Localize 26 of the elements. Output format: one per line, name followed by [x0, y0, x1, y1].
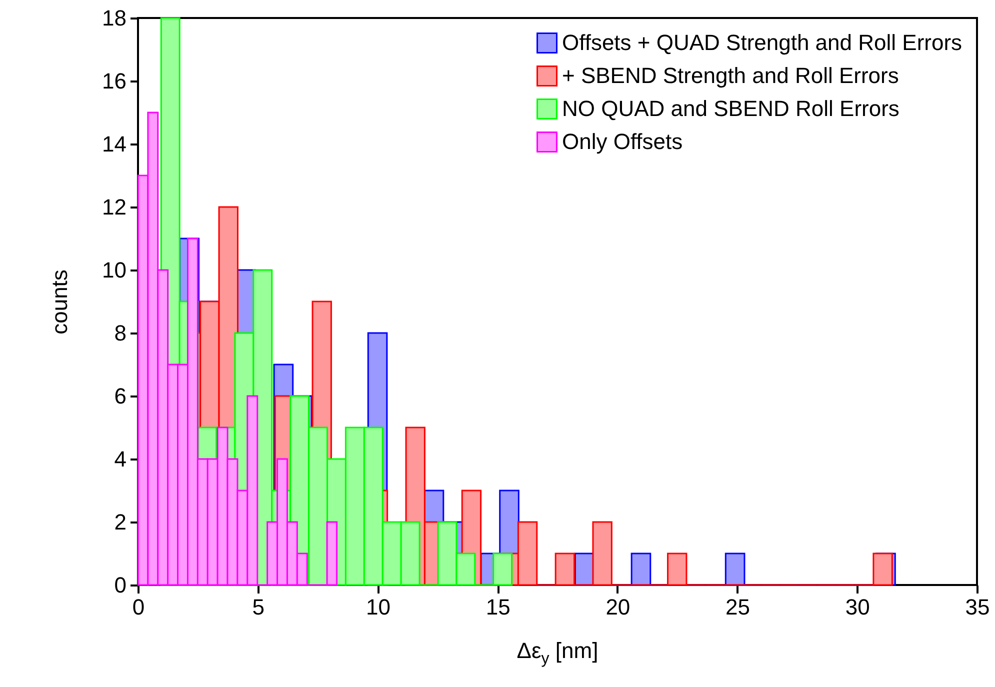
bar: [630, 552, 652, 586]
y-tick-label: 2: [114, 510, 126, 534]
legend-label: Only Offsets: [562, 129, 683, 154]
y-tick-label: 4: [114, 446, 126, 472]
x-tick-label: 35: [965, 594, 990, 620]
y-tick-label: 18: [102, 6, 126, 30]
bar: [724, 552, 746, 586]
legend-label: + SBEND Strength and Roll Errors: [562, 63, 899, 88]
x-tick-label: 30: [845, 594, 870, 620]
x-tick-label: 25: [726, 594, 750, 620]
y-tick-label: 12: [102, 194, 126, 220]
x-axis-title: Δε$_{y}$ [nm]: [516, 638, 600, 668]
x-tick-label: 15: [486, 594, 510, 620]
legend-label: Offsets + QUAD Strength and Roll Errors: [562, 30, 962, 55]
y-tick-label: 0: [114, 572, 126, 598]
legend-label: NO QUAD and SBEND Roll Errors: [562, 96, 900, 121]
y-tick-label: 6: [114, 384, 126, 408]
y-axis-title: counts: [47, 270, 72, 334]
x-tick-label: 10: [366, 594, 390, 620]
x-tick-label: 0: [132, 594, 145, 620]
y-tick-label: 10: [102, 258, 126, 282]
y-tick-label: 14: [102, 132, 126, 156]
x-tick-label: 20: [606, 594, 630, 620]
y-tick-label: 16: [102, 68, 126, 94]
y-tick-label: 8: [114, 320, 126, 346]
x-tick-label: 5: [252, 594, 264, 620]
